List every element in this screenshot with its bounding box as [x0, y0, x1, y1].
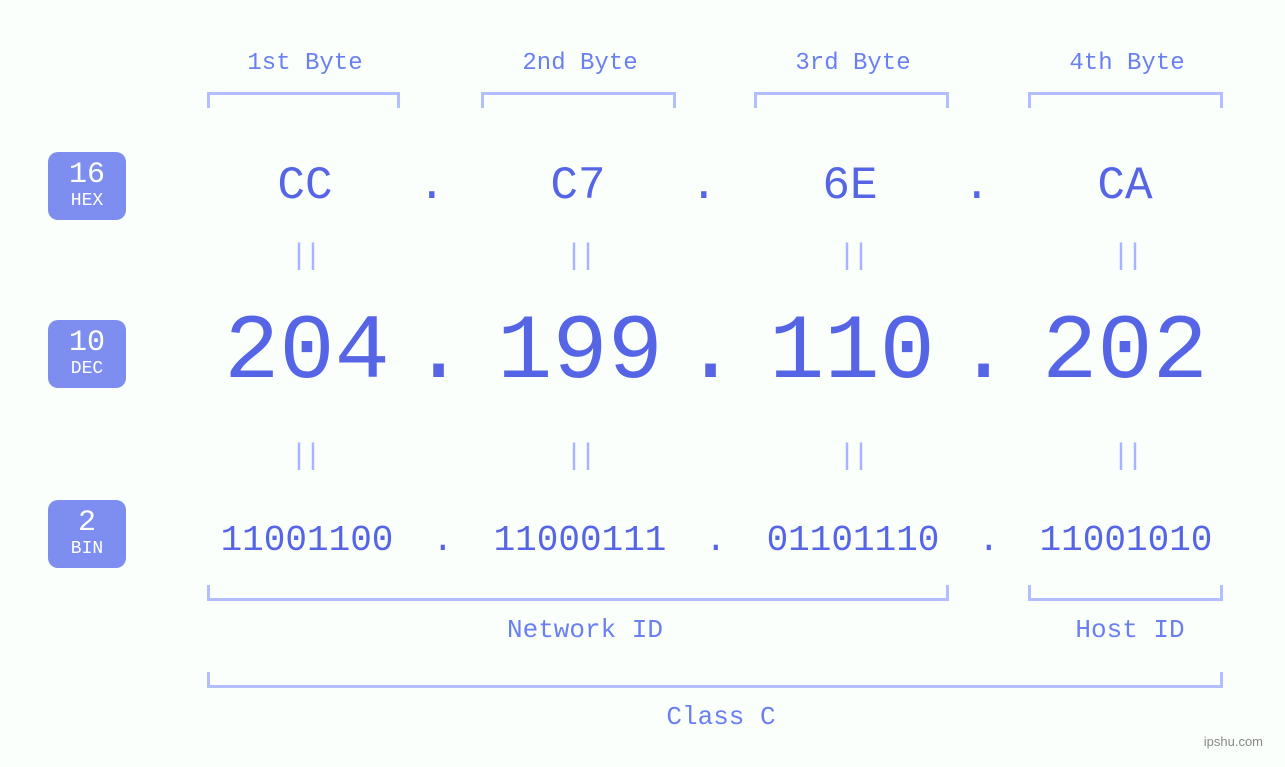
- eq-1-4: ||: [1112, 240, 1140, 274]
- bin-byte-1: 11001100: [202, 520, 412, 561]
- watermark: ipshu.com: [1204, 734, 1263, 749]
- bracket-host-id: [1028, 585, 1223, 601]
- dec-byte-1: 204: [207, 300, 407, 405]
- bin-dot-3: .: [978, 520, 1000, 561]
- bracket-byte-2: [481, 92, 676, 108]
- bin-byte-2: 11000111: [475, 520, 685, 561]
- hex-byte-1: CC: [250, 160, 360, 212]
- eq-2-1: ||: [290, 440, 318, 474]
- dec-dot-2: .: [683, 300, 738, 405]
- bracket-byte-4: [1028, 92, 1223, 108]
- byte-label-2: 2nd Byte: [510, 50, 650, 77]
- hex-byte-2: C7: [523, 160, 633, 212]
- host-id-label: Host ID: [1065, 615, 1195, 645]
- eq-1-1: ||: [290, 240, 318, 274]
- eq-1-3: ||: [838, 240, 866, 274]
- badge-bin-lbl: BIN: [48, 540, 126, 558]
- hex-dot-3: .: [963, 160, 991, 212]
- badge-dec-lbl: DEC: [48, 360, 126, 378]
- hex-dot-1: .: [418, 160, 446, 212]
- dec-dot-3: .: [956, 300, 1011, 405]
- badge-dec: 10 DEC: [48, 320, 126, 388]
- bracket-byte-3: [754, 92, 949, 108]
- hex-dot-2: .: [690, 160, 718, 212]
- dec-byte-4: 202: [1025, 300, 1225, 405]
- dec-byte-2: 199: [480, 300, 680, 405]
- byte-label-1: 1st Byte: [235, 50, 375, 77]
- bin-dot-1: .: [432, 520, 454, 561]
- badge-dec-num: 10: [48, 328, 126, 358]
- bin-byte-4: 11001010: [1021, 520, 1231, 561]
- hex-byte-4: CA: [1070, 160, 1180, 212]
- bin-byte-3: 01101110: [748, 520, 958, 561]
- eq-2-3: ||: [838, 440, 866, 474]
- hex-byte-3: 6E: [795, 160, 905, 212]
- eq-2-4: ||: [1112, 440, 1140, 474]
- dec-dot-1: .: [411, 300, 466, 405]
- dec-byte-3: 110: [752, 300, 952, 405]
- badge-hex-num: 16: [48, 160, 126, 190]
- badge-bin-num: 2: [48, 508, 126, 538]
- eq-1-2: ||: [565, 240, 593, 274]
- class-label: Class C: [656, 702, 786, 732]
- badge-bin: 2 BIN: [48, 500, 126, 568]
- byte-label-3: 3rd Byte: [783, 50, 923, 77]
- bracket-network-id: [207, 585, 949, 601]
- network-id-label: Network ID: [500, 615, 670, 645]
- eq-2-2: ||: [565, 440, 593, 474]
- badge-hex-lbl: HEX: [48, 192, 126, 210]
- byte-label-4: 4th Byte: [1057, 50, 1197, 77]
- bracket-class: [207, 672, 1223, 688]
- bin-dot-2: .: [705, 520, 727, 561]
- bracket-byte-1: [207, 92, 400, 108]
- badge-hex: 16 HEX: [48, 152, 126, 220]
